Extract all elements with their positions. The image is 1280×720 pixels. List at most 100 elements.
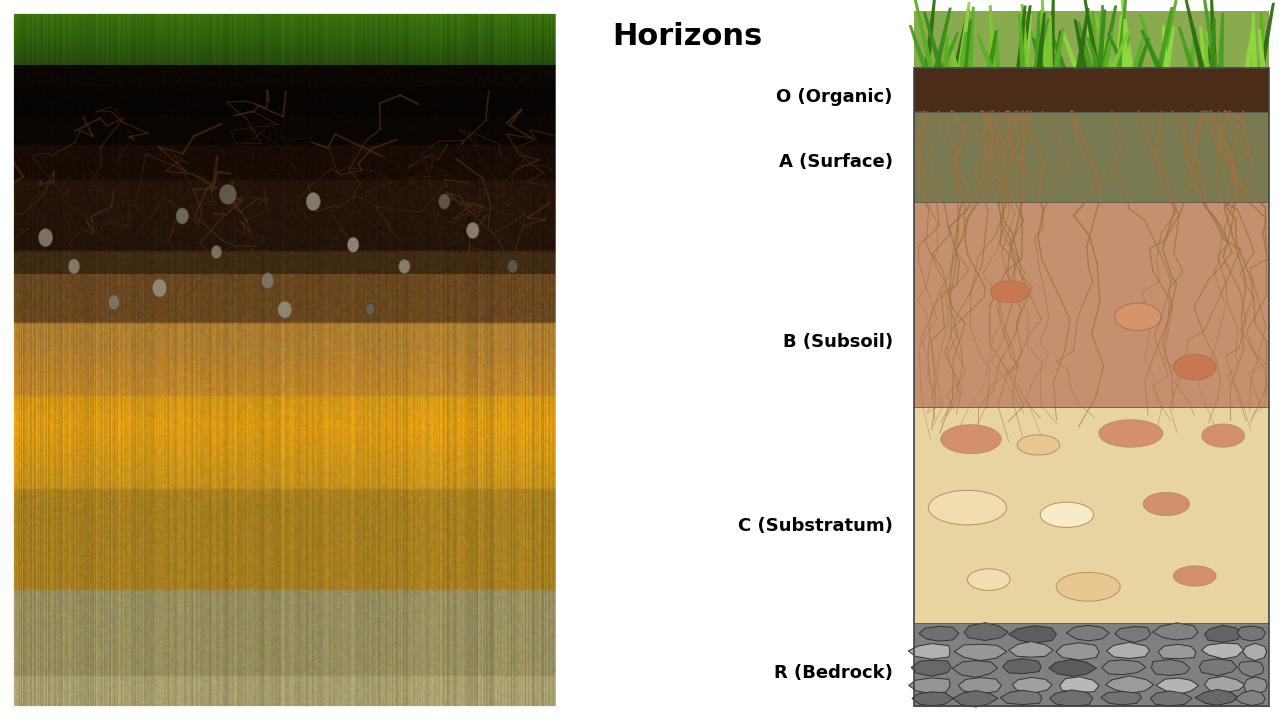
Polygon shape bbox=[1032, 10, 1043, 68]
Polygon shape bbox=[1047, 15, 1053, 68]
Polygon shape bbox=[1012, 678, 1052, 693]
Polygon shape bbox=[1018, 14, 1027, 68]
Ellipse shape bbox=[941, 425, 1001, 454]
Text: A (Surface): A (Surface) bbox=[778, 153, 893, 171]
Polygon shape bbox=[1050, 690, 1093, 706]
Bar bbox=[570, 0, 940, 720]
Polygon shape bbox=[1258, 29, 1266, 68]
Polygon shape bbox=[1244, 26, 1254, 68]
Polygon shape bbox=[1101, 5, 1117, 68]
Polygon shape bbox=[1132, 36, 1144, 68]
Polygon shape bbox=[1217, 12, 1224, 68]
Polygon shape bbox=[952, 660, 997, 678]
Polygon shape bbox=[1158, 0, 1178, 68]
Polygon shape bbox=[1199, 659, 1236, 676]
Ellipse shape bbox=[261, 273, 274, 289]
Polygon shape bbox=[1157, 7, 1174, 68]
Polygon shape bbox=[1116, 36, 1132, 68]
Polygon shape bbox=[1106, 676, 1153, 693]
Polygon shape bbox=[923, 12, 943, 68]
Polygon shape bbox=[1135, 38, 1151, 68]
Polygon shape bbox=[1120, 0, 1134, 68]
Polygon shape bbox=[1204, 625, 1240, 642]
Polygon shape bbox=[1188, 30, 1197, 68]
Ellipse shape bbox=[1202, 424, 1244, 447]
Polygon shape bbox=[911, 692, 954, 706]
Polygon shape bbox=[1019, 5, 1032, 68]
Polygon shape bbox=[1121, 0, 1129, 68]
Polygon shape bbox=[1051, 36, 1066, 68]
Polygon shape bbox=[1158, 644, 1196, 659]
Polygon shape bbox=[909, 678, 950, 694]
Polygon shape bbox=[1097, 5, 1105, 68]
Polygon shape bbox=[1196, 690, 1238, 705]
Polygon shape bbox=[914, 68, 927, 112]
Polygon shape bbox=[952, 690, 998, 707]
Polygon shape bbox=[924, 0, 936, 68]
Text: O (Organic): O (Organic) bbox=[777, 89, 893, 107]
Polygon shape bbox=[909, 644, 950, 660]
Ellipse shape bbox=[399, 259, 410, 274]
Text: Horizons: Horizons bbox=[612, 22, 763, 50]
Polygon shape bbox=[1203, 0, 1219, 68]
Ellipse shape bbox=[152, 279, 166, 297]
Polygon shape bbox=[1238, 661, 1263, 677]
Polygon shape bbox=[1041, 0, 1050, 68]
Polygon shape bbox=[987, 30, 998, 68]
Polygon shape bbox=[1083, 0, 1100, 68]
Ellipse shape bbox=[219, 184, 237, 204]
Text: R (Bedrock): R (Bedrock) bbox=[774, 664, 893, 683]
Polygon shape bbox=[1053, 27, 1065, 68]
Ellipse shape bbox=[991, 281, 1029, 302]
Polygon shape bbox=[1243, 643, 1267, 661]
Polygon shape bbox=[1023, 14, 1032, 68]
Ellipse shape bbox=[507, 260, 518, 273]
Bar bbox=[914, 112, 1270, 202]
Polygon shape bbox=[1075, 9, 1089, 68]
Bar bbox=[914, 68, 1270, 112]
Polygon shape bbox=[1102, 31, 1114, 68]
Polygon shape bbox=[1115, 15, 1123, 68]
Polygon shape bbox=[1016, 6, 1027, 68]
Polygon shape bbox=[1001, 690, 1042, 705]
Ellipse shape bbox=[1174, 566, 1216, 586]
Polygon shape bbox=[1258, 3, 1275, 68]
Polygon shape bbox=[1139, 14, 1160, 68]
Polygon shape bbox=[1034, 12, 1041, 68]
Polygon shape bbox=[1162, 25, 1169, 68]
Ellipse shape bbox=[968, 569, 1010, 590]
Polygon shape bbox=[1121, 19, 1128, 68]
Polygon shape bbox=[959, 32, 968, 68]
Polygon shape bbox=[1140, 30, 1162, 68]
Polygon shape bbox=[1009, 626, 1056, 643]
Polygon shape bbox=[957, 2, 970, 68]
Polygon shape bbox=[1156, 678, 1198, 694]
Polygon shape bbox=[1029, 31, 1048, 68]
Polygon shape bbox=[940, 32, 959, 68]
Polygon shape bbox=[1203, 32, 1208, 68]
Polygon shape bbox=[1085, 37, 1101, 68]
Polygon shape bbox=[1258, 13, 1265, 68]
Polygon shape bbox=[911, 660, 951, 676]
Bar bbox=[914, 68, 1270, 706]
Ellipse shape bbox=[347, 237, 358, 252]
Polygon shape bbox=[1060, 677, 1100, 693]
Polygon shape bbox=[1097, 9, 1106, 68]
Polygon shape bbox=[1061, 31, 1079, 68]
Polygon shape bbox=[954, 9, 970, 68]
Polygon shape bbox=[1033, 19, 1050, 68]
Polygon shape bbox=[1102, 660, 1146, 675]
Polygon shape bbox=[914, 112, 927, 202]
Polygon shape bbox=[1116, 0, 1128, 68]
Ellipse shape bbox=[928, 490, 1006, 525]
Polygon shape bbox=[1074, 19, 1088, 68]
Polygon shape bbox=[959, 678, 1001, 694]
Polygon shape bbox=[1093, 14, 1114, 68]
Polygon shape bbox=[1115, 37, 1129, 68]
Ellipse shape bbox=[1115, 303, 1161, 330]
Polygon shape bbox=[1210, 18, 1216, 68]
Ellipse shape bbox=[1018, 435, 1060, 455]
Ellipse shape bbox=[466, 222, 479, 238]
Text: B (Subsoil): B (Subsoil) bbox=[782, 333, 893, 351]
Ellipse shape bbox=[177, 208, 188, 224]
